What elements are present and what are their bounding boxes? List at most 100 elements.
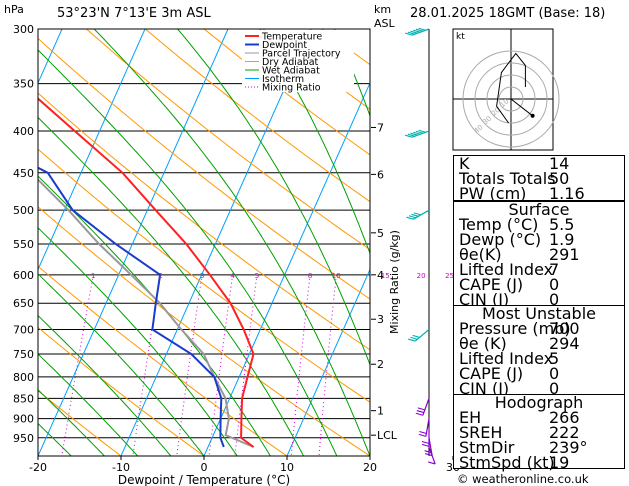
hodograph-ring-label: 20 <box>490 106 502 118</box>
wind-barb-flag <box>424 453 433 457</box>
isotherm-line <box>203 81 370 456</box>
hodograph-ring <box>462 50 560 148</box>
wind-barb-flag <box>411 213 419 217</box>
x-tick-label: 20 <box>363 461 377 474</box>
plot-area <box>38 29 421 456</box>
wind-barb-flag <box>408 338 416 342</box>
km-asl-label: ASL <box>374 17 396 30</box>
legend-label: Dry Adiabat <box>262 57 319 68</box>
wind-barb-flag <box>404 32 413 36</box>
mixing-ratio-line <box>208 274 234 456</box>
mu-value: 294 <box>549 334 580 353</box>
mu-key: CAPE (J) <box>459 364 524 383</box>
legend-label: Wet Adiabat <box>262 66 320 77</box>
legend-label: Isotherm <box>262 74 304 85</box>
wind-barb <box>421 428 430 447</box>
surface-title: Surface <box>508 200 570 219</box>
wind-barb-flag <box>418 433 427 437</box>
wind-barb <box>404 27 430 36</box>
mu-value: 0 <box>549 379 560 398</box>
wind-barb-flag <box>415 130 424 134</box>
surface-key: Dewp (°C) <box>459 230 542 249</box>
wind-barb-flag <box>408 215 417 219</box>
wind-barb-flag <box>418 129 426 133</box>
surface-key: Temp (°C) <box>459 215 539 234</box>
mu-value: 0 <box>549 364 560 383</box>
wind-barb-staff <box>413 209 430 220</box>
wind-barb-flag <box>410 132 418 136</box>
pressure-tick-label: 300 <box>13 23 34 36</box>
legend-background <box>242 30 354 92</box>
x-tick-label: 0 <box>201 461 208 474</box>
wind-barb-flag <box>421 440 430 444</box>
pressure-tick-label: 350 <box>13 78 34 91</box>
hodograph-ring-label: 10 <box>499 97 511 109</box>
index-key: Totals Totals <box>459 169 556 188</box>
wind-barb-flag <box>407 133 415 137</box>
wet-adiabat-line <box>38 116 305 456</box>
mixing-ratio-line <box>132 274 161 456</box>
mixing-ratio-line <box>409 275 421 456</box>
mixing-ratio-label: 25 <box>445 272 454 280</box>
wind-barb-flag <box>413 212 422 216</box>
wind-barb-flag <box>421 443 430 447</box>
x-tick-label: -20 <box>29 461 47 474</box>
surface-value: 5.5 <box>549 215 575 234</box>
wet-adiabat-line <box>93 29 370 456</box>
temperature-line <box>38 97 255 448</box>
wet-adiabat-line <box>38 227 238 456</box>
wind-barb-staff <box>428 446 436 465</box>
index-table-top: K 14 Totals Totals 50 PW (cm) 1.16 <box>453 154 625 203</box>
hodograph-unit-label: kt <box>456 32 465 42</box>
dry-adiabat-line <box>38 265 288 456</box>
wet-adiabat-line <box>38 422 72 456</box>
wind-barb-flag <box>412 334 420 338</box>
pressure-tick-label: 850 <box>13 392 34 405</box>
dry-adiabat-line <box>38 326 205 456</box>
wet-adiabat-line <box>259 29 370 255</box>
wind-barb <box>415 398 430 416</box>
wind-barb-flag <box>418 27 426 31</box>
dewpoint-line <box>38 166 225 448</box>
surface-key: CAPE (J) <box>459 275 524 294</box>
wind-barb-flag <box>410 336 418 340</box>
km-unit-label: km <box>374 3 391 16</box>
wind-barb <box>418 418 430 437</box>
km-tick-label: 3 <box>377 313 384 326</box>
pressure-tick-label: 900 <box>13 413 34 426</box>
dry-adiabat-line <box>38 206 370 456</box>
pressure-tick-label: 500 <box>13 204 34 217</box>
legend-label: Parcel Trajectory <box>262 49 341 60</box>
surface-table: Surface Temp (°C) 5.5 Dewp (°C) 1.9 θe(K) 2… <box>453 200 625 308</box>
index-key: K <box>459 154 470 173</box>
index-key: PW (cm) <box>459 184 527 203</box>
hodo-value: 222 <box>549 423 580 442</box>
pressure-unit-label: hPa <box>4 3 24 16</box>
index-value: 1.16 <box>549 184 585 203</box>
mixing-ratio-line <box>234 274 258 456</box>
wind-barb-staff <box>414 329 430 342</box>
legend-label: Temperature <box>261 32 322 43</box>
km-tick-label: 7 <box>377 121 384 134</box>
mixing-ratio-line <box>61 274 94 456</box>
surface-key: Lifted Index <box>459 260 554 279</box>
isotherm-line <box>120 29 312 456</box>
mixing-ratio-label: 1 <box>91 272 95 280</box>
index-value: 14 <box>549 154 570 173</box>
datetime-label: 28.01.2025 18GMT (Base: 18) <box>410 6 606 21</box>
wind-barb-flag <box>407 31 415 35</box>
wet-adiabat-line <box>38 353 138 456</box>
wet-adiabat-line <box>38 389 105 456</box>
wind-barb-flag <box>404 134 413 138</box>
mixing-ratio-label: 8 <box>308 272 312 280</box>
pressure-tick-label: 400 <box>13 125 34 138</box>
wind-barb-staff <box>411 130 430 138</box>
x-tick-label: -10 <box>112 461 130 474</box>
wind-barb-flag <box>413 131 421 135</box>
wind-barb <box>408 329 430 342</box>
km-tick-label: 5 <box>377 227 384 240</box>
wet-adiabat-line <box>177 29 370 366</box>
mixing-ratio-line <box>176 274 203 456</box>
